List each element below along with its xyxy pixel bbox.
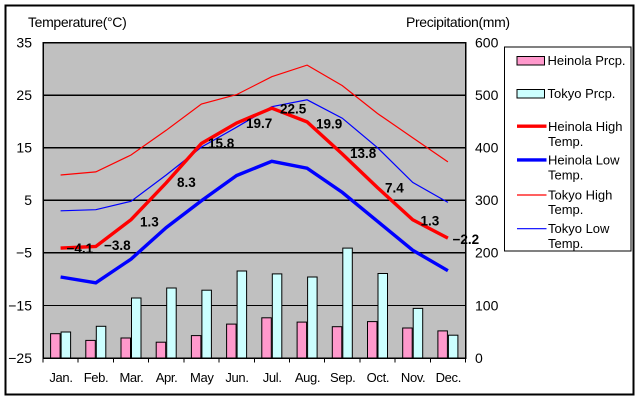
svg-text:Jul.: Jul. — [263, 370, 282, 385]
svg-text:1.3: 1.3 — [140, 215, 159, 230]
svg-text:13.8: 13.8 — [350, 146, 377, 161]
svg-text:−15: −15 — [8, 298, 32, 314]
svg-text:Temp.: Temp. — [548, 202, 583, 217]
svg-text:Temp.: Temp. — [548, 134, 583, 149]
svg-text:Mar.: Mar. — [119, 370, 143, 385]
svg-text:35: 35 — [16, 35, 32, 51]
svg-text:200: 200 — [475, 245, 499, 261]
svg-text:300: 300 — [475, 192, 499, 208]
svg-text:400: 400 — [475, 140, 499, 156]
svg-text:May: May — [190, 370, 214, 385]
svg-text:Sep.: Sep. — [330, 370, 355, 385]
svg-text:Temp.: Temp. — [548, 168, 583, 183]
svg-text:Oct.: Oct. — [367, 370, 389, 385]
svg-text:Tokyo Low: Tokyo Low — [548, 221, 610, 236]
svg-text:−5: −5 — [16, 245, 32, 261]
svg-text:100: 100 — [475, 298, 499, 314]
svg-text:15: 15 — [16, 140, 32, 156]
svg-text:8.3: 8.3 — [177, 175, 196, 190]
svg-text:7.4: 7.4 — [385, 181, 404, 196]
svg-text:Precipitation(mm): Precipitation(mm) — [406, 14, 510, 30]
svg-text:500: 500 — [475, 87, 499, 103]
svg-text:Dec.: Dec. — [436, 370, 461, 385]
svg-text:600: 600 — [475, 35, 499, 51]
svg-text:Heinola High: Heinola High — [548, 119, 622, 134]
svg-text:Jan.: Jan. — [49, 370, 72, 385]
svg-text:Tokyo High: Tokyo High — [548, 188, 612, 203]
svg-text:Feb.: Feb. — [84, 370, 109, 385]
svg-text:Nov.: Nov. — [401, 370, 425, 385]
svg-text:Aug.: Aug. — [295, 370, 320, 385]
svg-text:5: 5 — [24, 192, 32, 208]
svg-text:−2.2: −2.2 — [453, 232, 480, 247]
svg-text:−3.8: −3.8 — [104, 238, 131, 253]
svg-text:Apr.: Apr. — [156, 370, 178, 385]
svg-text:22.5: 22.5 — [280, 102, 307, 117]
svg-text:Heinola Low: Heinola Low — [548, 153, 620, 168]
svg-text:0: 0 — [475, 350, 483, 366]
svg-text:19.7: 19.7 — [246, 116, 272, 131]
svg-text:Temperature(°C): Temperature(°C) — [28, 14, 126, 30]
svg-text:25: 25 — [16, 87, 32, 103]
svg-text:15.8: 15.8 — [208, 136, 235, 151]
svg-text:1.3: 1.3 — [421, 214, 440, 229]
svg-text:Temp.: Temp. — [548, 236, 583, 251]
svg-text:−4.1: −4.1 — [67, 241, 94, 256]
svg-text:−25: −25 — [8, 350, 32, 366]
svg-text:Tokyo Prcp.: Tokyo Prcp. — [548, 86, 616, 101]
svg-text:Jun.: Jun. — [225, 370, 248, 385]
svg-text:19.9: 19.9 — [316, 117, 342, 132]
svg-text:Heinola Prcp.: Heinola Prcp. — [548, 53, 626, 68]
